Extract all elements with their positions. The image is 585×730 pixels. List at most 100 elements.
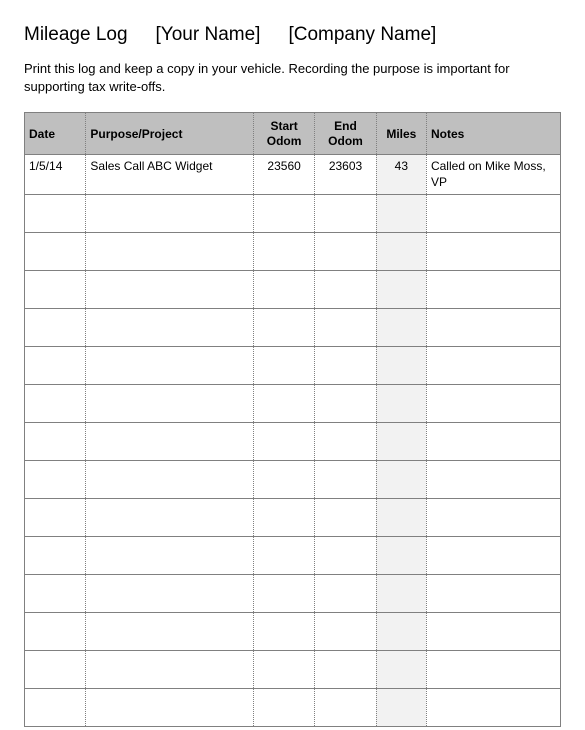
cell-miles: 43 (376, 155, 426, 195)
cell-end (315, 385, 376, 423)
cell-purpose (86, 271, 254, 309)
table-row (25, 689, 561, 727)
cell-miles (376, 195, 426, 233)
cell-notes (426, 195, 560, 233)
cell-notes (426, 271, 560, 309)
cell-start (253, 423, 314, 461)
cell-start (253, 385, 314, 423)
name-placeholder: [Your Name] (156, 24, 261, 46)
cell-miles (376, 271, 426, 309)
table-row (25, 461, 561, 499)
cell-date (25, 461, 86, 499)
cell-start (253, 613, 314, 651)
column-header: End Odom (315, 113, 376, 155)
cell-purpose (86, 461, 254, 499)
cell-start: 23560 (253, 155, 314, 195)
cell-start (253, 309, 314, 347)
cell-start (253, 689, 314, 727)
title-row: Mileage Log [Your Name] [Company Name] (24, 24, 561, 46)
company-placeholder: [Company Name] (288, 24, 436, 46)
cell-date (25, 271, 86, 309)
cell-start (253, 575, 314, 613)
cell-start (253, 499, 314, 537)
cell-end (315, 613, 376, 651)
column-header: Notes (426, 113, 560, 155)
cell-start (253, 347, 314, 385)
table-row (25, 271, 561, 309)
table-row (25, 423, 561, 461)
cell-end (315, 271, 376, 309)
cell-end (315, 423, 376, 461)
cell-notes (426, 233, 560, 271)
cell-miles (376, 575, 426, 613)
cell-start (253, 537, 314, 575)
cell-date (25, 575, 86, 613)
table-row (25, 385, 561, 423)
cell-miles (376, 309, 426, 347)
cell-date (25, 385, 86, 423)
cell-end (315, 689, 376, 727)
cell-purpose (86, 195, 254, 233)
cell-notes (426, 689, 560, 727)
cell-purpose (86, 385, 254, 423)
cell-date (25, 233, 86, 271)
cell-miles (376, 347, 426, 385)
cell-miles (376, 499, 426, 537)
cell-end (315, 233, 376, 271)
cell-start (253, 233, 314, 271)
cell-purpose (86, 233, 254, 271)
table-row (25, 651, 561, 689)
cell-purpose (86, 689, 254, 727)
cell-notes (426, 461, 560, 499)
cell-date (25, 195, 86, 233)
table-row (25, 309, 561, 347)
cell-end (315, 461, 376, 499)
cell-notes (426, 423, 560, 461)
table-row (25, 575, 561, 613)
cell-start (253, 461, 314, 499)
table-row (25, 613, 561, 651)
mileage-table: DatePurpose/ProjectStart OdomEnd OdomMil… (24, 112, 561, 727)
cell-notes (426, 347, 560, 385)
cell-miles (376, 423, 426, 461)
cell-date (25, 499, 86, 537)
cell-date (25, 537, 86, 575)
cell-date (25, 651, 86, 689)
column-header: Miles (376, 113, 426, 155)
cell-date (25, 309, 86, 347)
cell-purpose (86, 613, 254, 651)
cell-end (315, 575, 376, 613)
cell-date: 1/5/14 (25, 155, 86, 195)
cell-date (25, 347, 86, 385)
cell-purpose (86, 347, 254, 385)
cell-purpose (86, 423, 254, 461)
table-row (25, 195, 561, 233)
cell-miles (376, 385, 426, 423)
doc-title: Mileage Log (24, 24, 128, 46)
cell-notes (426, 385, 560, 423)
cell-miles (376, 461, 426, 499)
cell-end (315, 347, 376, 385)
cell-end: 23603 (315, 155, 376, 195)
cell-start (253, 651, 314, 689)
cell-notes (426, 537, 560, 575)
cell-date (25, 689, 86, 727)
cell-date (25, 613, 86, 651)
cell-notes: Called on Mike Moss, VP (426, 155, 560, 195)
cell-miles (376, 233, 426, 271)
column-header: Date (25, 113, 86, 155)
cell-purpose (86, 309, 254, 347)
table-row: 1/5/14Sales Call ABC Widget235602360343C… (25, 155, 561, 195)
cell-miles (376, 689, 426, 727)
cell-miles (376, 613, 426, 651)
table-row (25, 347, 561, 385)
table-body: 1/5/14Sales Call ABC Widget235602360343C… (25, 155, 561, 727)
cell-miles (376, 537, 426, 575)
cell-end (315, 309, 376, 347)
cell-purpose: Sales Call ABC Widget (86, 155, 254, 195)
cell-notes (426, 575, 560, 613)
cell-end (315, 651, 376, 689)
table-row (25, 233, 561, 271)
cell-notes (426, 309, 560, 347)
instructions-text: Print this log and keep a copy in your v… (24, 60, 561, 96)
